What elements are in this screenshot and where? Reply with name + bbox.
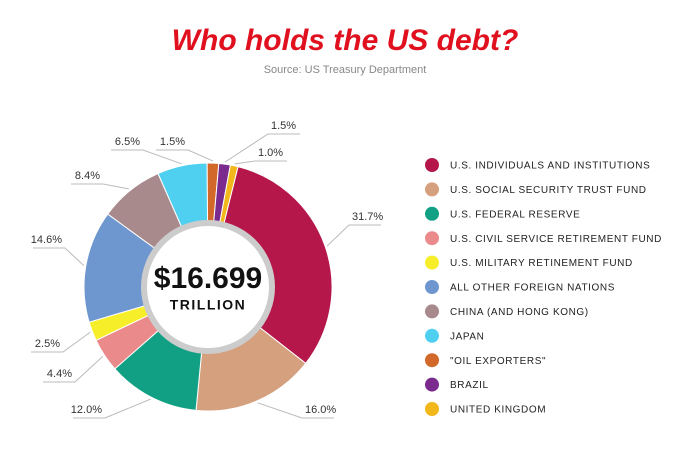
legend-marker <box>425 231 439 246</box>
legend-label: UNITED KINGDOM <box>450 405 546 416</box>
leader-line <box>156 149 214 162</box>
legend-label: BRAZIL <box>450 380 489 391</box>
value-label: 14.6% <box>31 234 62 246</box>
legend-marker <box>425 353 439 368</box>
legend-marker <box>425 158 439 172</box>
legend-label: U.S. SOCIAL SECURITY TRUST FUND <box>450 185 647 196</box>
legend-marker <box>425 182 439 197</box>
leader-line <box>71 183 130 190</box>
center-label: TRILLION <box>170 297 247 313</box>
legend-marker <box>425 206 439 221</box>
leader-line <box>111 149 182 165</box>
legend-marker <box>425 255 439 270</box>
leader-line <box>31 331 91 353</box>
leader-line <box>33 247 85 266</box>
leader-line <box>257 402 334 419</box>
value-label: 1.0% <box>258 147 283 159</box>
value-label: 1.5% <box>160 136 185 148</box>
leader-line <box>73 398 151 419</box>
value-label: 8.4% <box>75 170 100 182</box>
value-label: 2.5% <box>35 338 60 350</box>
value-label: 1.5% <box>271 120 296 132</box>
chart-subtitle: Source: US Treasury Department <box>264 64 427 76</box>
legend-marker <box>425 377 439 392</box>
legend-marker <box>425 328 439 343</box>
legend-label: U.S. MILITARY RETINEMENT FUND <box>450 258 633 269</box>
legend-label: CHINA (AND HONG KONG) <box>450 307 589 318</box>
value-label: 4.4% <box>47 368 72 380</box>
center-value: $16.699 <box>154 262 262 295</box>
chart-title: Who holds the US debt? <box>172 24 519 57</box>
value-label: 12.0% <box>71 404 102 416</box>
legend-marker <box>425 280 439 294</box>
value-label: 31.7% <box>352 211 383 223</box>
value-label: 16.0% <box>305 404 336 416</box>
legend-label: ALL OTHER FOREIGN NATIONS <box>450 283 615 294</box>
legend-marker <box>425 304 439 319</box>
legend-marker <box>425 402 439 416</box>
legend-label: "OIL EXPORTERS" <box>450 356 546 367</box>
legend: U.S. INDIVIDUALS AND INSTITUTIONS U.S. SO… <box>425 158 662 416</box>
leader-line <box>224 133 300 163</box>
legend-label: JAPAN <box>450 331 485 342</box>
legend-label: U.S. FEDERAL RESERVE <box>450 209 580 220</box>
leader-line <box>43 355 104 383</box>
value-label: 6.5% <box>115 136 140 148</box>
leader-line <box>326 224 381 247</box>
donut-hole <box>141 220 275 354</box>
donut: 31.7% 16.0% 12.0% 4.4% 2.5% 14.6% 8.4% 6.5% 1.5%… <box>31 120 383 419</box>
legend-label: U.S. INDIVIDUALS AND INSTITUTIONS <box>450 161 650 172</box>
legend-label: U.S. CIVIL SERVICE RETIREMENT FUND <box>450 234 662 245</box>
leader-line <box>234 160 287 165</box>
